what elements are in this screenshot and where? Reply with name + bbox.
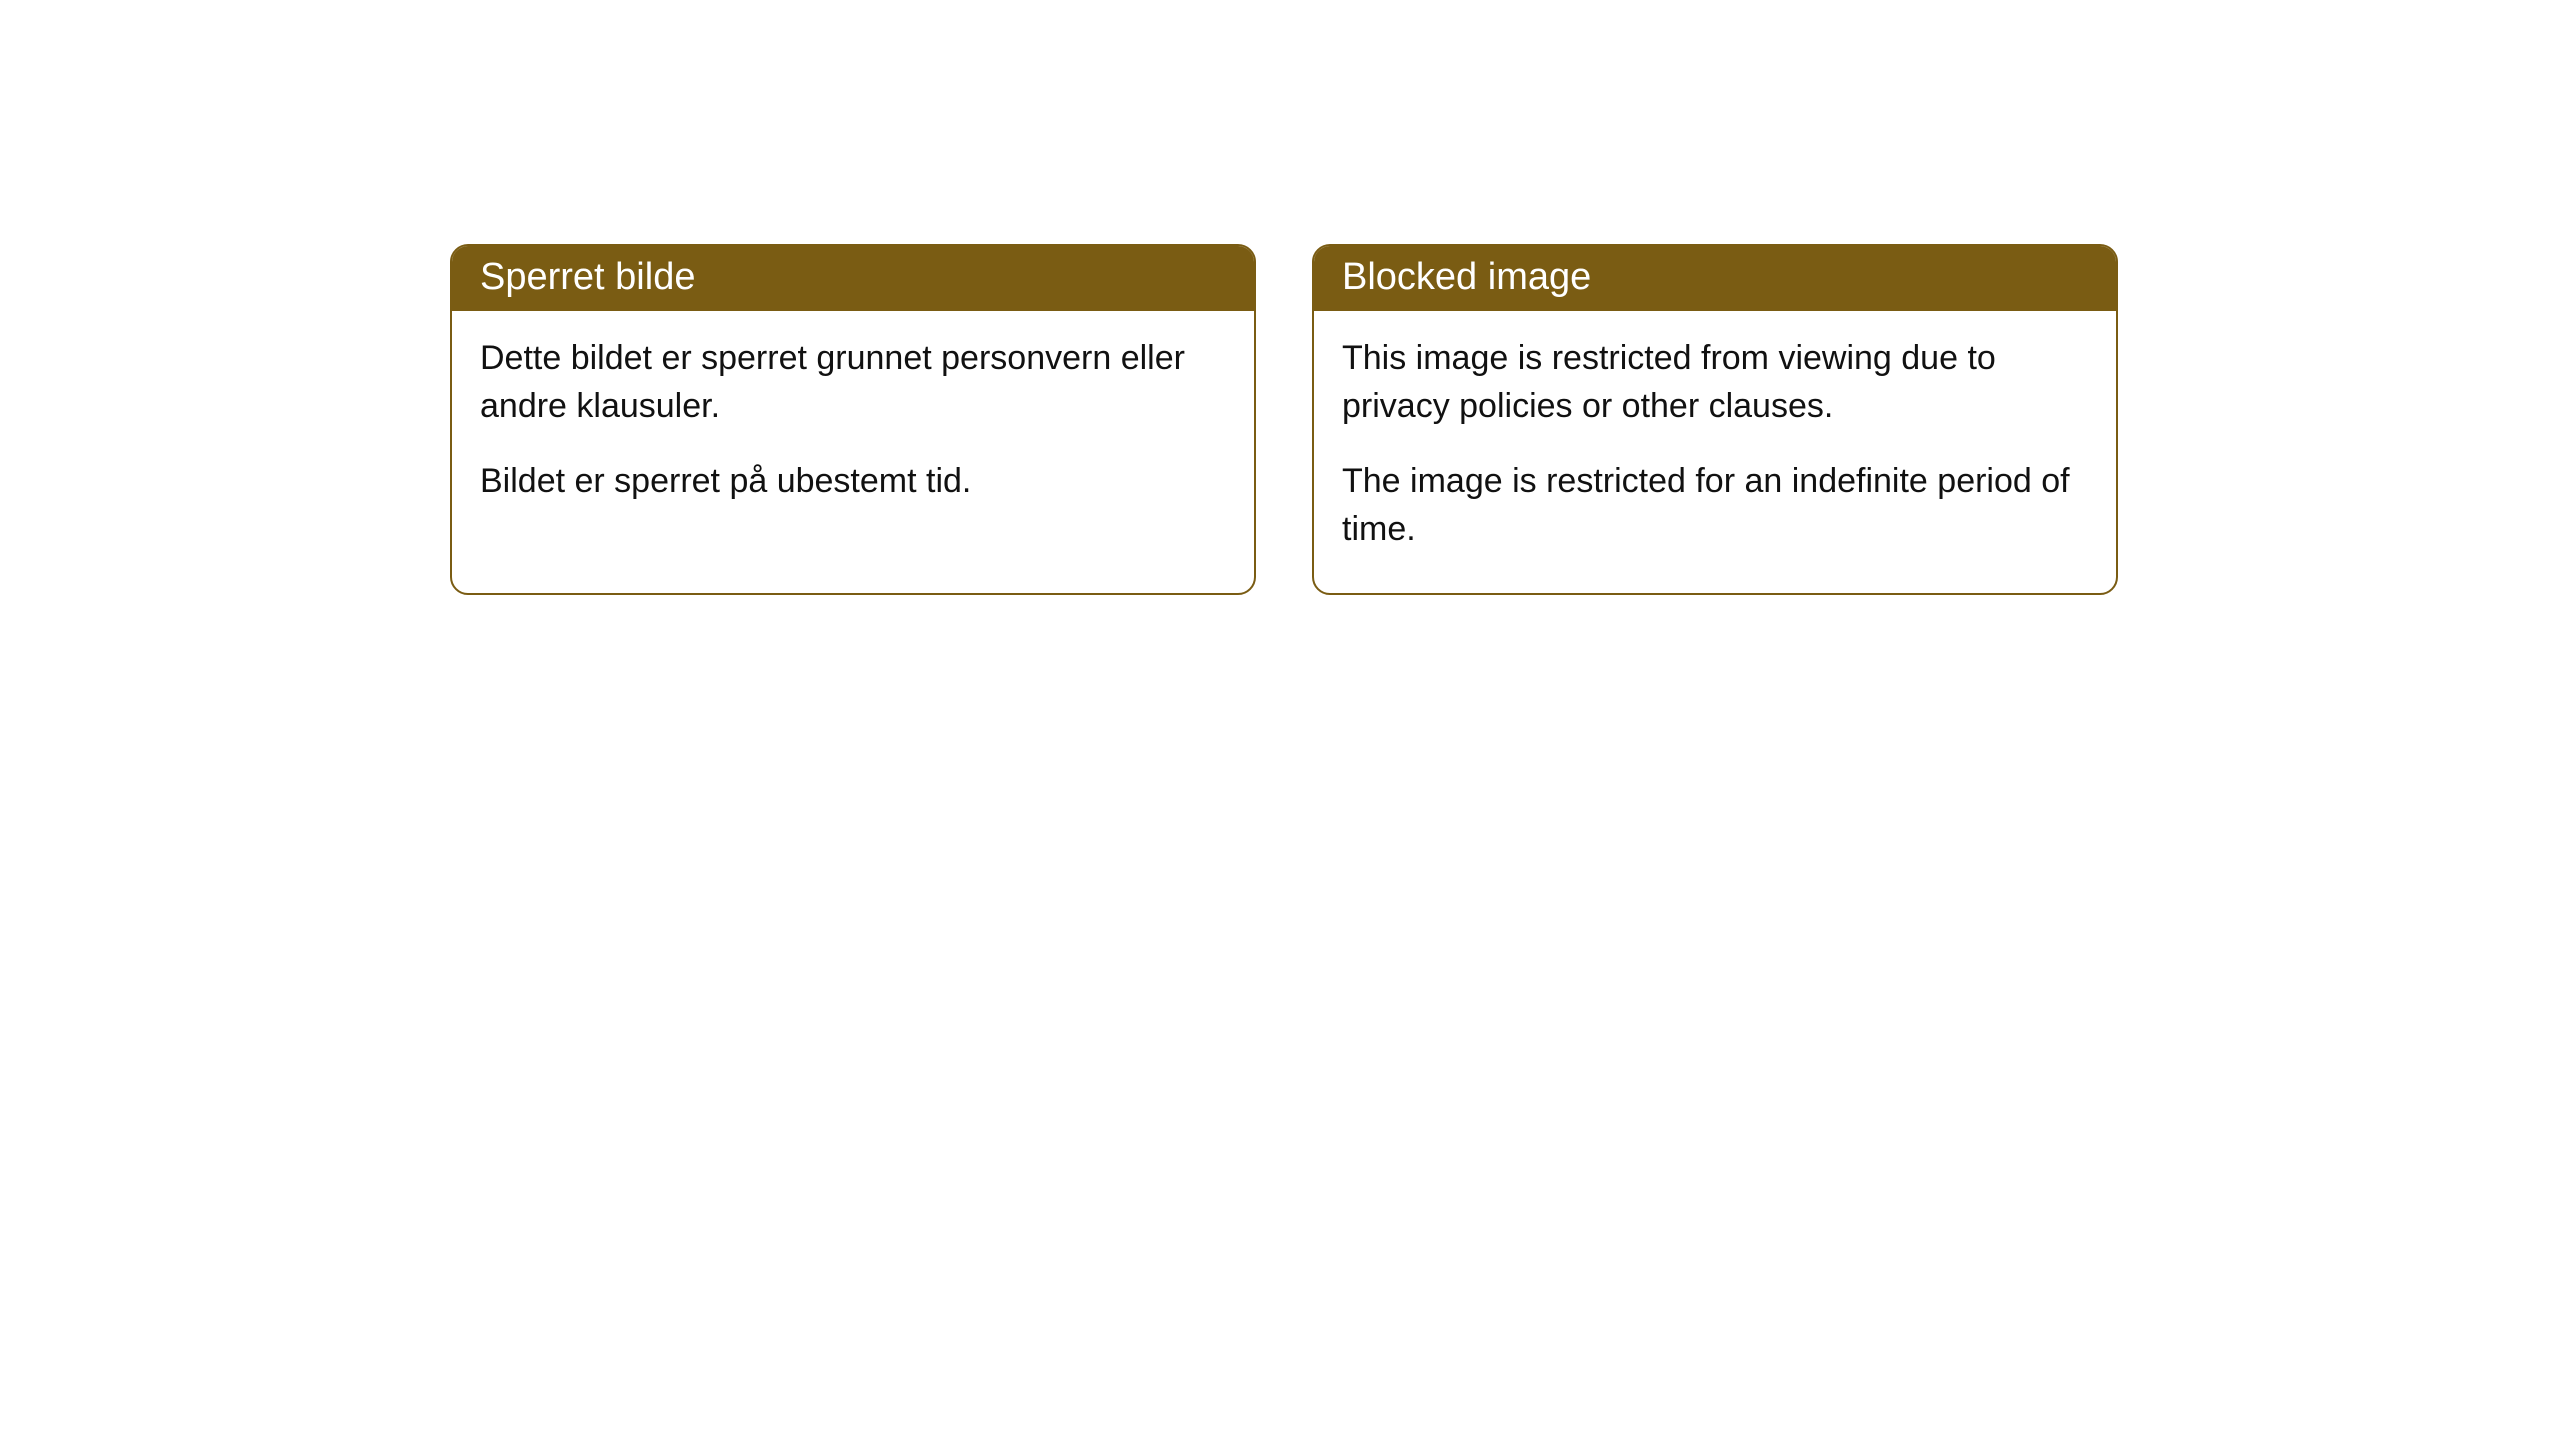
card-title: Blocked image (1314, 246, 2116, 311)
notice-cards-container: Sperret bilde Dette bildet er sperret gr… (450, 244, 2118, 595)
card-paragraph: Dette bildet er sperret grunnet personve… (480, 335, 1226, 430)
card-paragraph: This image is restricted from viewing du… (1342, 335, 2088, 430)
card-title: Sperret bilde (452, 246, 1254, 311)
notice-card-english: Blocked image This image is restricted f… (1312, 244, 2118, 595)
card-paragraph: The image is restricted for an indefinit… (1342, 458, 2088, 553)
card-paragraph: Bildet er sperret på ubestemt tid. (480, 458, 1226, 506)
notice-card-norwegian: Sperret bilde Dette bildet er sperret gr… (450, 244, 1256, 595)
card-body: Dette bildet er sperret grunnet personve… (452, 311, 1254, 546)
card-body: This image is restricted from viewing du… (1314, 311, 2116, 593)
